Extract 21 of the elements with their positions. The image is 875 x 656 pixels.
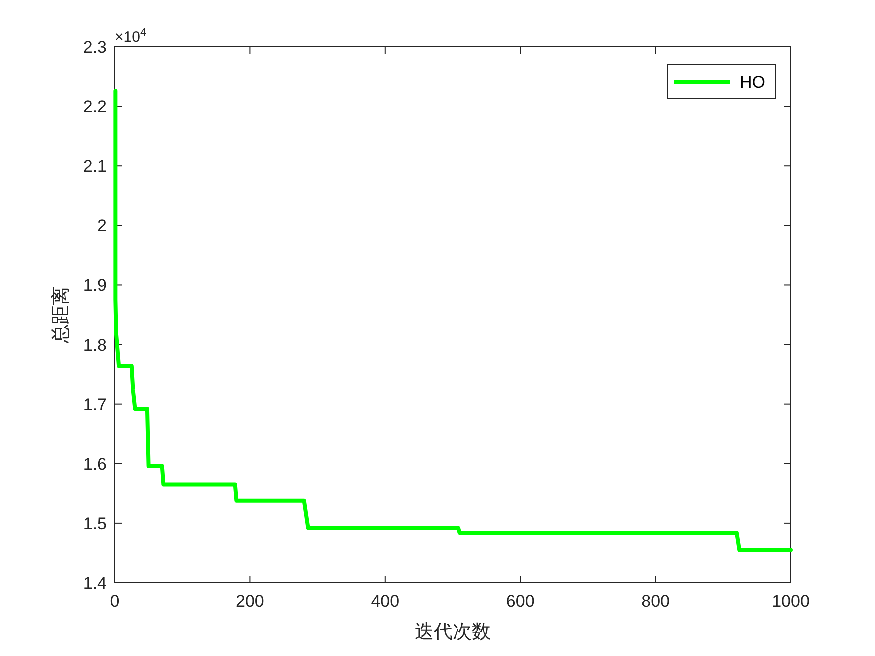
y-tick-label: 1.6 <box>83 454 107 474</box>
x-axis-title: 迭代次数 <box>415 622 491 643</box>
y-tick-label: 1.8 <box>83 336 107 355</box>
y-tick-label: 2 <box>98 216 107 236</box>
y-tick-label: 2.3 <box>83 38 107 57</box>
y-tick-label: 2.2 <box>83 98 107 117</box>
x-tick-label: 1000 <box>772 592 810 611</box>
legend-label: HO <box>740 73 766 92</box>
y-tick-label: 2.1 <box>83 157 107 176</box>
y-tick-label: 1.7 <box>83 395 107 414</box>
y-axis-title: 总距离 <box>50 286 72 344</box>
y-tick-label: 1.4 <box>83 574 107 593</box>
x-tick-label: 600 <box>506 592 535 611</box>
x-tick-label: 400 <box>371 592 400 611</box>
x-tick-label: 200 <box>236 592 264 611</box>
text: ×10$^{4}$ <box>115 27 147 46</box>
x-tick-label: 800 <box>642 592 670 611</box>
y-tick-label: 1.9 <box>83 276 107 296</box>
legend: HO <box>668 64 776 100</box>
x-tick-label: 0 <box>110 592 120 611</box>
y-tick-label: 1.5 <box>83 514 107 534</box>
